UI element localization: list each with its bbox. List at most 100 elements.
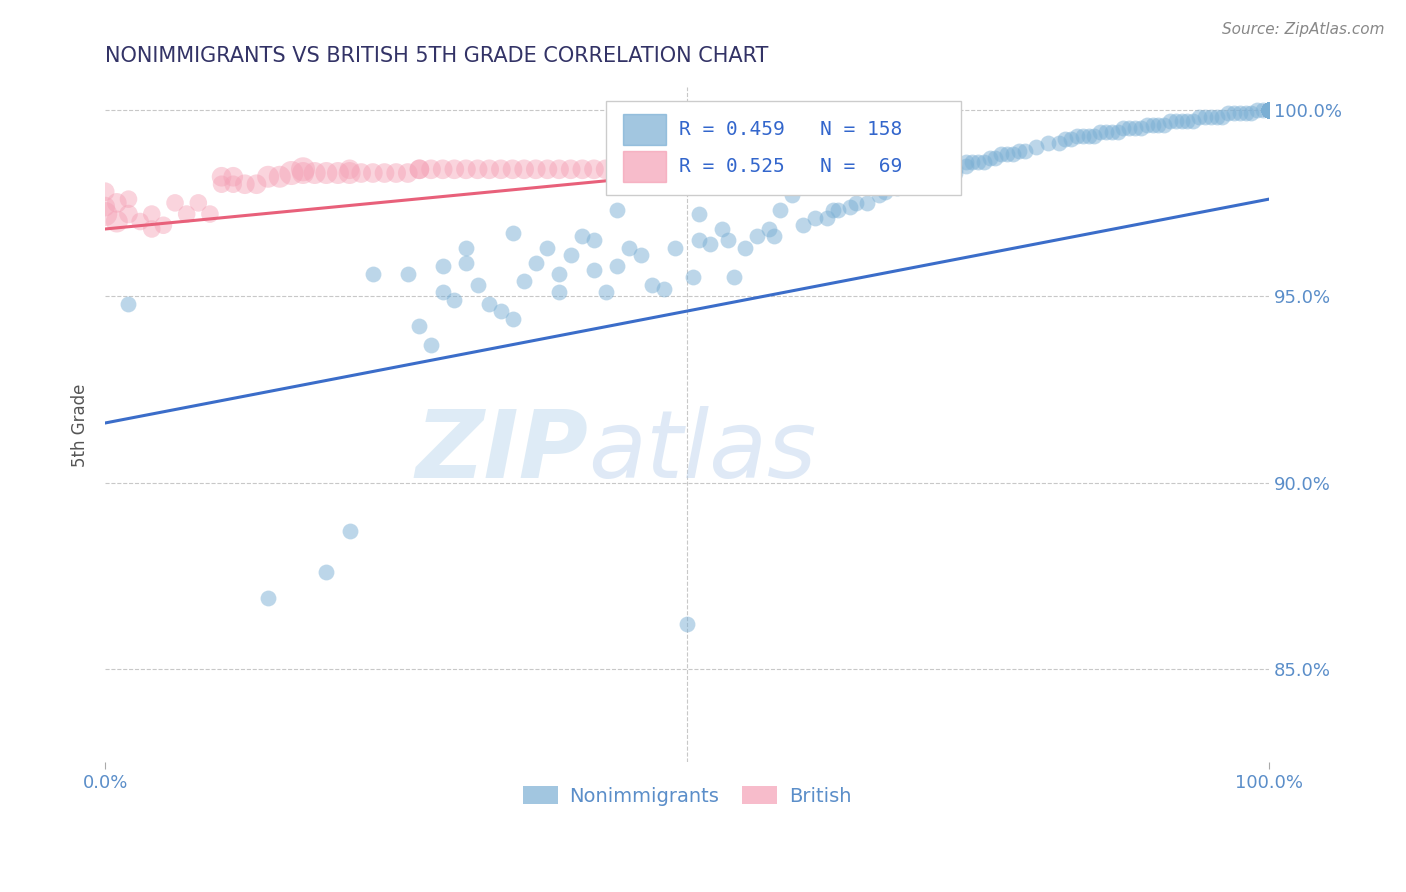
Point <box>1211 110 1233 124</box>
Point <box>792 219 814 233</box>
Point <box>815 211 838 225</box>
Point <box>1083 128 1105 143</box>
Point <box>1258 103 1281 117</box>
Point <box>630 162 652 177</box>
Point <box>1258 103 1281 117</box>
Point <box>856 195 879 210</box>
Point <box>699 162 721 177</box>
Point <box>745 154 768 169</box>
Point <box>1199 110 1222 124</box>
Point <box>1008 144 1031 158</box>
Point <box>1258 103 1281 117</box>
FancyBboxPatch shape <box>623 151 666 182</box>
Point <box>1258 103 1281 117</box>
Point <box>1258 103 1281 117</box>
Point <box>804 211 827 225</box>
Point <box>257 169 280 184</box>
Point <box>1258 103 1281 117</box>
Point <box>1258 103 1281 117</box>
Point <box>1258 103 1281 117</box>
Point <box>688 233 710 247</box>
Point <box>652 162 675 177</box>
Point <box>873 185 896 199</box>
Point <box>163 195 186 210</box>
Point <box>1258 103 1281 117</box>
Point <box>606 260 628 274</box>
Point <box>443 162 465 177</box>
Point <box>1229 106 1251 120</box>
Point <box>187 195 209 210</box>
Point <box>758 222 780 236</box>
Point <box>117 192 139 206</box>
Point <box>560 248 582 262</box>
Point <box>1194 110 1216 124</box>
Point <box>595 162 617 177</box>
Point <box>454 255 477 269</box>
Point <box>1258 103 1281 117</box>
FancyBboxPatch shape <box>623 114 666 145</box>
Point <box>339 162 361 177</box>
Point <box>1258 103 1281 117</box>
Point <box>1095 125 1118 139</box>
Point <box>699 236 721 251</box>
Point <box>717 233 740 247</box>
Point <box>502 162 524 177</box>
Point <box>408 318 430 333</box>
Point <box>94 207 117 221</box>
Text: R = 0.525   N =  69: R = 0.525 N = 69 <box>679 157 903 176</box>
Point <box>1205 110 1227 124</box>
Point <box>582 162 605 177</box>
Point <box>908 178 931 192</box>
Point <box>595 285 617 300</box>
Point <box>571 162 593 177</box>
Point <box>513 274 536 288</box>
Point <box>1060 132 1083 146</box>
Point <box>920 173 942 187</box>
Point <box>652 282 675 296</box>
Point <box>769 203 792 218</box>
Point <box>1112 121 1135 136</box>
Point <box>688 162 710 177</box>
Point <box>711 162 734 177</box>
Point <box>1177 113 1199 128</box>
Point <box>1136 118 1159 132</box>
Point <box>1182 113 1205 128</box>
Text: R = 0.459   N = 158: R = 0.459 N = 158 <box>679 120 903 139</box>
Point <box>1258 103 1281 117</box>
Point <box>1170 113 1192 128</box>
Point <box>1054 132 1077 146</box>
Point <box>1246 103 1268 117</box>
Point <box>1258 103 1281 117</box>
Text: ZIP: ZIP <box>415 406 588 498</box>
Point <box>467 277 489 292</box>
Point <box>1234 106 1257 120</box>
Point <box>711 222 734 236</box>
Point <box>1258 103 1281 117</box>
Point <box>943 166 966 180</box>
Point <box>1258 103 1281 117</box>
Point <box>582 233 605 247</box>
Point <box>141 222 163 236</box>
Point <box>536 162 558 177</box>
Point <box>745 229 768 244</box>
Point <box>1129 121 1152 136</box>
Point <box>198 207 221 221</box>
Y-axis label: 5th Grade: 5th Grade <box>72 384 89 467</box>
Point <box>269 169 291 184</box>
Point <box>1258 103 1281 117</box>
Point <box>664 162 686 177</box>
Point <box>984 151 1007 165</box>
Point <box>373 166 395 180</box>
Point <box>763 229 786 244</box>
Point <box>723 270 745 285</box>
Point <box>478 296 501 310</box>
Point <box>350 166 373 180</box>
Point <box>408 162 430 177</box>
Point <box>1088 125 1111 139</box>
Point <box>467 162 489 177</box>
Point <box>432 285 454 300</box>
Point <box>1077 128 1099 143</box>
Point <box>315 166 337 180</box>
Point <box>454 162 477 177</box>
Point <box>1147 118 1170 132</box>
